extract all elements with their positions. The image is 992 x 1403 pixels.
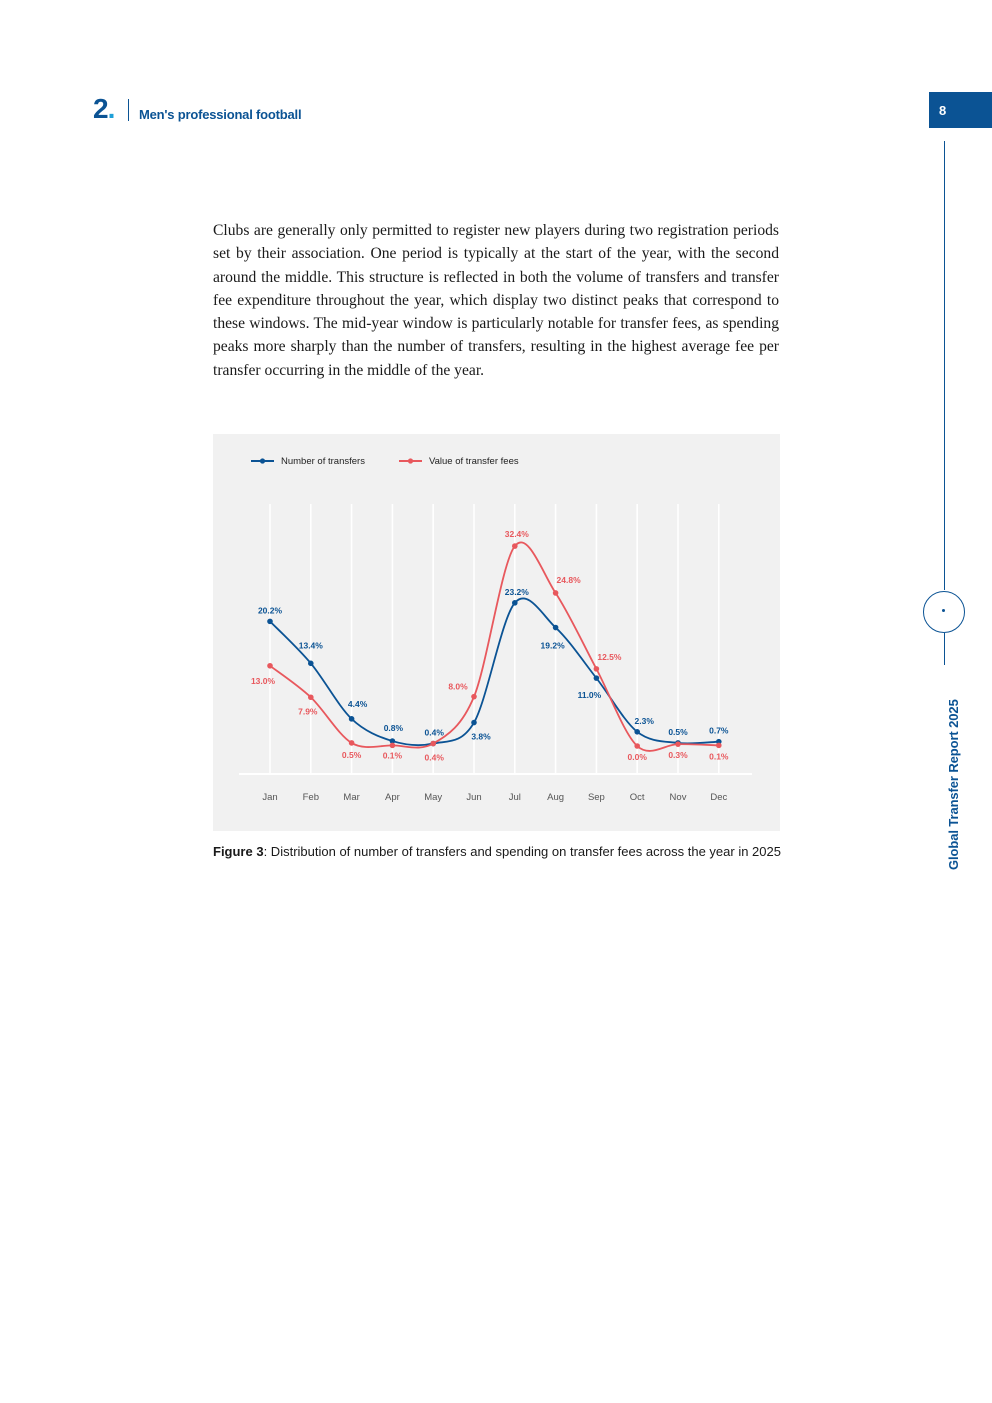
x-tick-dec: Dec <box>710 792 727 803</box>
figure-caption-label: Figure 3 <box>213 844 264 859</box>
x-tick-feb: Feb <box>303 792 319 803</box>
label-transfers-aug: 19.2% <box>541 641 566 651</box>
chart-legend: Number of transfers Value of transfer fee… <box>251 456 519 467</box>
chart-gridlines <box>269 504 720 774</box>
point-transfers-jan <box>267 618 273 625</box>
point-fees-may <box>430 740 436 747</box>
label-transfers-feb: 13.4% <box>299 640 324 650</box>
chart-data-points <box>267 543 722 749</box>
x-tick-nov: Nov <box>670 792 687 803</box>
page-number-badge: 8 <box>929 92 992 128</box>
point-transfers-aug <box>552 624 559 631</box>
label-fees-apr: 0.1% <box>383 750 403 760</box>
section-title: Men's professional football <box>139 107 302 122</box>
label-fees-oct: 0.0% <box>628 752 648 762</box>
label-transfers-dec: 0.7% <box>709 726 729 736</box>
label-fees-dec: 0.1% <box>709 751 729 761</box>
side-nav-dot <box>942 609 945 612</box>
figure-caption-text: : Distribution of number of transfers an… <box>263 844 781 859</box>
label-fees-jun: 8.0% <box>448 682 468 692</box>
point-fees-sep <box>593 666 600 672</box>
label-fees-may: 0.4% <box>425 753 445 763</box>
point-fees-jun <box>471 693 477 700</box>
point-transfers-sep <box>593 675 600 681</box>
x-tick-oct: Oct <box>630 792 645 803</box>
side-nav-circle <box>923 591 965 633</box>
x-tick-may: May <box>424 792 442 803</box>
label-fees-mar: 0.5% <box>342 750 362 760</box>
label-fees-aug: 24.8% <box>557 575 582 585</box>
label-fees-jul: 32.4% <box>505 529 530 539</box>
x-tick-sep: Sep <box>588 792 605 803</box>
legend-marker-transfers <box>259 458 266 464</box>
point-transfers-feb <box>308 660 314 667</box>
label-transfers-mar: 4.4% <box>348 699 368 709</box>
label-transfers-apr: 0.8% <box>384 723 404 733</box>
label-transfers-may: 0.4% <box>425 728 445 738</box>
chart-panel: Number of transfers Value of transfer fee… <box>213 434 780 831</box>
point-fees-jan <box>267 662 273 669</box>
chart-data-labels: 20.2% 13.4% 4.4% 0.8% 0.4% 3.8% 23.2% 19.2% 11.0… <box>251 529 729 762</box>
point-transfers-mar <box>348 716 355 722</box>
figure-caption: Figure 3: Distribution of number of tran… <box>213 840 783 863</box>
x-tick-jul: Jul <box>509 792 521 803</box>
transfer-distribution-chart: Number of transfers Value of transfer fee… <box>239 456 752 803</box>
label-transfers-sep: 11.0% <box>578 690 602 700</box>
point-fees-dec <box>716 742 722 749</box>
legend-label-transfers: Number of transfers <box>281 456 365 467</box>
point-fees-nov <box>675 741 681 747</box>
side-rule-top <box>944 141 945 590</box>
point-transfers-oct <box>634 729 640 735</box>
body-paragraph: Clubs are generally only permitted to re… <box>213 222 779 379</box>
label-transfers-jan: 20.2% <box>258 605 283 615</box>
label-transfers-oct: 2.3% <box>635 716 655 726</box>
legend-marker-fees <box>407 458 414 464</box>
label-transfers-jun: 3.8% <box>471 732 491 742</box>
x-tick-mar: Mar <box>343 792 359 803</box>
x-tick-jan: Jan <box>262 792 277 803</box>
chart-x-ticks: Jan Feb Mar Apr May Jun Jul Aug Sep Oct Nov Dec <box>262 792 727 803</box>
point-fees-apr <box>389 742 396 749</box>
point-transfers-apr <box>389 738 396 744</box>
point-transfers-jul <box>512 600 518 606</box>
side-rule-middle <box>944 633 945 665</box>
header-separator <box>128 99 129 121</box>
label-fees-nov: 0.3% <box>668 750 688 760</box>
section-number-dot: . <box>107 93 116 124</box>
section-number: 2. <box>93 93 116 125</box>
label-fees-feb: 7.9% <box>298 706 318 716</box>
point-fees-jul <box>512 543 518 549</box>
x-tick-jun: Jun <box>466 792 481 803</box>
label-fees-sep: 12.5% <box>597 652 622 662</box>
section-number-value: 2 <box>93 93 109 124</box>
point-fees-aug <box>552 590 559 596</box>
point-fees-oct <box>634 743 640 749</box>
label-transfers-jul: 23.2% <box>505 587 530 597</box>
label-transfers-nov: 0.5% <box>668 727 688 737</box>
point-fees-feb <box>308 694 314 701</box>
x-tick-apr: Apr <box>385 792 400 803</box>
point-transfers-jun <box>471 719 477 726</box>
side-report-title: Global Transfer Report 2025 <box>946 699 961 870</box>
x-tick-aug: Aug <box>547 792 564 803</box>
label-fees-jan: 13.0% <box>251 676 276 686</box>
point-fees-mar <box>348 740 355 746</box>
legend-label-fees: Value of transfer fees <box>429 456 519 467</box>
